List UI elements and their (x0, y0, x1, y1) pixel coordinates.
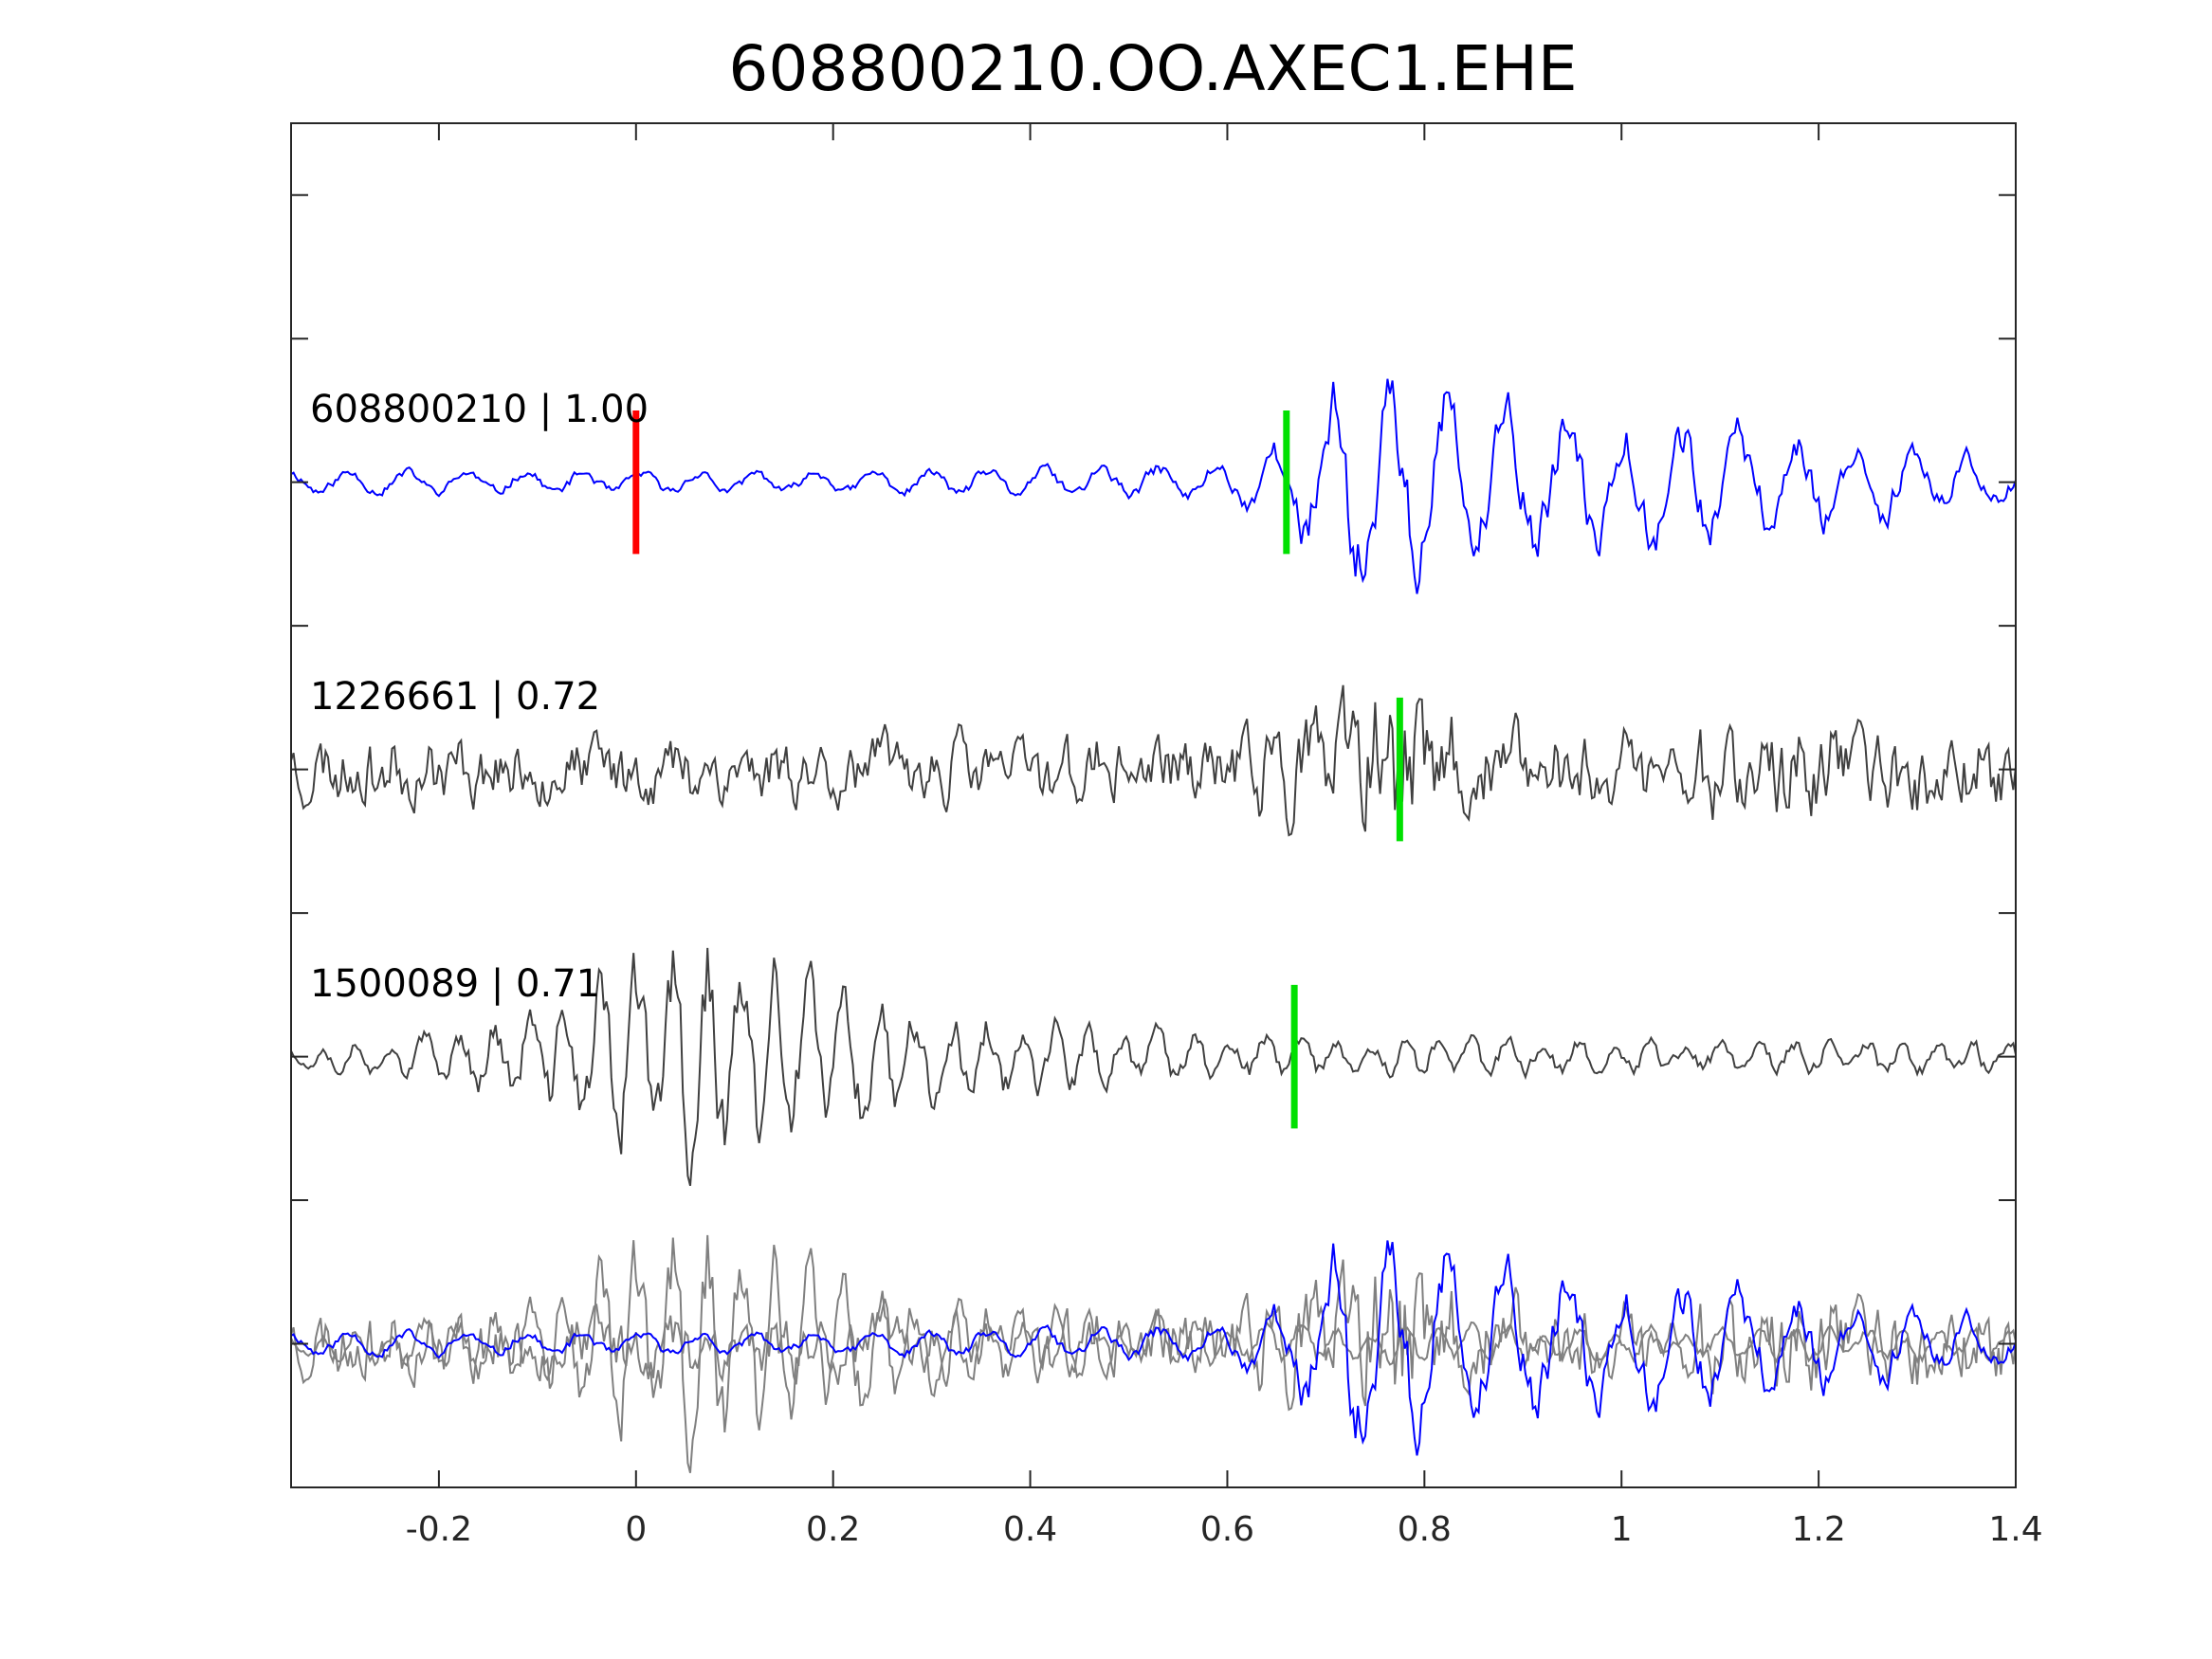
plot-area (290, 378, 2017, 1473)
axes-frame (290, 122, 2017, 1488)
x-tick-label: 1 (1611, 1510, 1633, 1549)
trace-line-1226661 (290, 684, 2017, 837)
trace-label: 608800210 | 1.00 (310, 388, 649, 431)
trace-line-1500089 (290, 947, 2017, 1187)
x-tick-label: 1.2 (1791, 1510, 1845, 1549)
x-tick-label: 0.4 (1003, 1510, 1057, 1549)
trace-line-608800210 (290, 378, 2017, 594)
y-axis (291, 193, 2016, 1345)
trace-labels: 608800210 | 1.00 1226661 | 0.72 1500089 | … (310, 388, 649, 1006)
chart-title: 608800210.OO.AXEC1.EHE (728, 32, 1577, 105)
overlay-template-line (290, 1234, 2017, 1473)
x-tick-label: 0.6 (1200, 1510, 1254, 1549)
overlay-reference-line (290, 1240, 2017, 1456)
x-tick-label: -0.2 (406, 1510, 472, 1549)
trace-label: 1226661 | 0.72 (310, 675, 600, 719)
x-tick-label: 1.4 (1988, 1510, 2042, 1549)
x-tick-label: 0.2 (806, 1510, 860, 1549)
x-tick-label: 0 (625, 1510, 647, 1549)
trace-label: 1500089 | 0.71 (310, 962, 600, 1006)
x-axis: -0.2 0 0.2 0.4 0.6 0.8 1 1.2 1.4 (406, 123, 2043, 1549)
x-tick-label: 0.8 (1398, 1510, 1452, 1549)
